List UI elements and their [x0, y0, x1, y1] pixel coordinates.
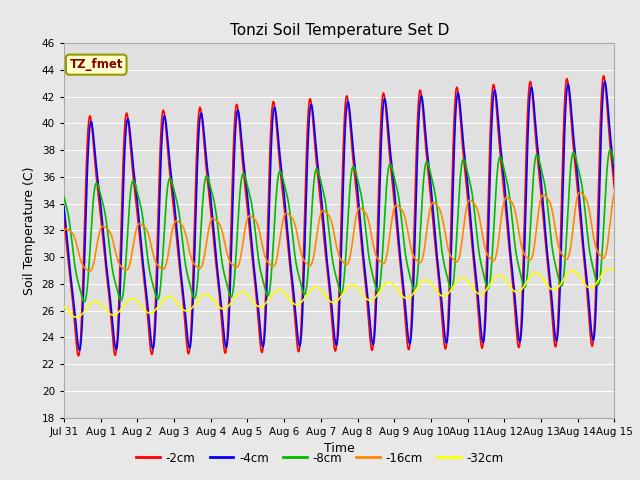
Line: -2cm: -2cm: [64, 76, 614, 356]
-8cm: [611, 161, 618, 167]
-16cm: [86, 268, 93, 274]
-4cm: [600, 83, 607, 88]
-4cm: [611, 172, 618, 178]
-8cm: [541, 180, 548, 186]
-16cm: [600, 255, 608, 261]
-2cm: [611, 186, 618, 192]
-2cm: [123, 110, 131, 116]
-32cm: [156, 301, 163, 307]
-32cm: [295, 301, 303, 307]
-8cm: [606, 147, 614, 153]
-32cm: [123, 299, 131, 305]
-16cm: [123, 267, 131, 273]
Line: -4cm: -4cm: [64, 82, 614, 350]
-4cm: [295, 342, 303, 348]
Legend: -2cm, -4cm, -8cm, -16cm, -32cm: -2cm, -4cm, -8cm, -16cm, -32cm: [131, 447, 509, 469]
-8cm: [295, 274, 303, 280]
-2cm: [600, 73, 608, 79]
-2cm: [60, 216, 68, 221]
-2cm: [75, 353, 83, 359]
Line: -16cm: -16cm: [64, 192, 614, 271]
-4cm: [76, 347, 83, 353]
-4cm: [60, 204, 68, 209]
Line: -8cm: -8cm: [64, 150, 614, 302]
-8cm: [81, 299, 88, 305]
-32cm: [73, 314, 81, 320]
-16cm: [60, 228, 68, 234]
-4cm: [541, 217, 548, 223]
-8cm: [271, 208, 279, 214]
Text: TZ_fmet: TZ_fmet: [70, 58, 123, 71]
-16cm: [541, 192, 548, 198]
-4cm: [271, 106, 279, 112]
-32cm: [60, 303, 68, 309]
Title: Tonzi Soil Temperature Set D: Tonzi Soil Temperature Set D: [230, 23, 449, 38]
-32cm: [611, 269, 618, 275]
-8cm: [600, 222, 607, 228]
-16cm: [156, 264, 163, 270]
-32cm: [541, 278, 548, 284]
-16cm: [611, 190, 618, 196]
-2cm: [600, 73, 607, 79]
-2cm: [156, 161, 163, 167]
-16cm: [576, 189, 584, 195]
-32cm: [271, 288, 279, 294]
Y-axis label: Soil Temperature (C): Soil Temperature (C): [23, 166, 36, 295]
-32cm: [605, 265, 613, 271]
X-axis label: Time: Time: [324, 442, 355, 455]
-8cm: [156, 291, 163, 297]
-2cm: [541, 229, 548, 235]
-2cm: [271, 109, 279, 115]
-32cm: [600, 269, 607, 275]
Line: -32cm: -32cm: [64, 268, 614, 317]
-8cm: [60, 194, 68, 200]
-2cm: [295, 348, 303, 354]
-16cm: [295, 241, 303, 247]
-8cm: [123, 240, 131, 246]
-4cm: [156, 198, 163, 204]
-16cm: [271, 261, 279, 267]
-4cm: [601, 79, 609, 84]
-4cm: [123, 118, 131, 124]
